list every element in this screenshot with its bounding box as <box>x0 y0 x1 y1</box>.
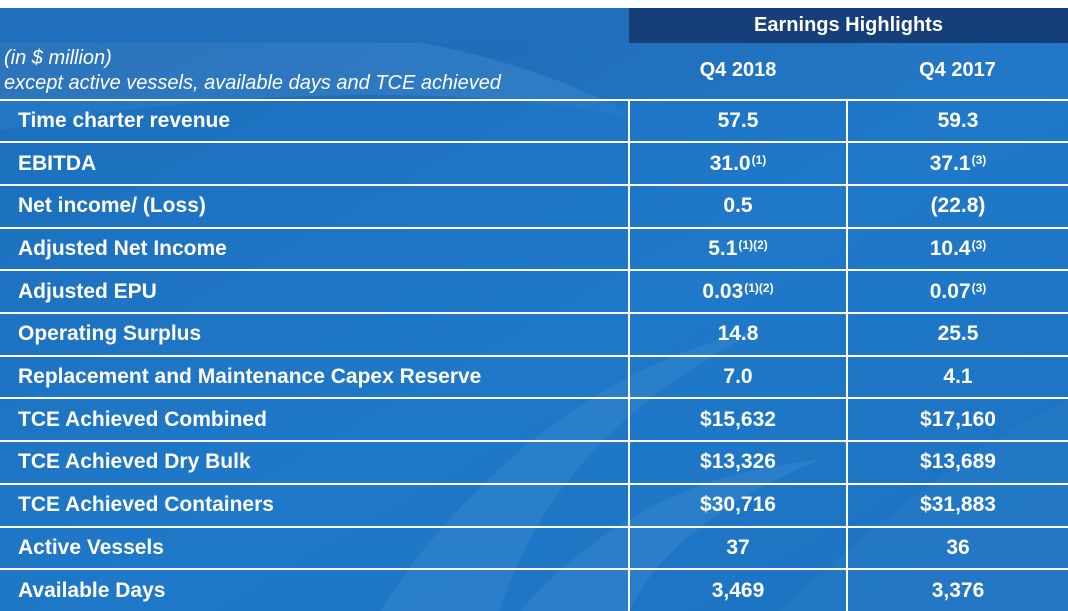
table-row: Adjusted Net Income 5.1(1)(2) 10.4(3) <box>0 226 1068 272</box>
value-q4-2017: $13,689 <box>920 450 996 474</box>
units-note-line-2: except active vessels, available days an… <box>4 71 501 94</box>
value-q4-2017-cell: 36 <box>846 525 1068 571</box>
value-q4-2018-cell: $13,326 <box>628 440 848 485</box>
value-q4-2017: 10.4 <box>929 237 971 261</box>
value-q4-2017-cell: 25.5 <box>846 312 1068 357</box>
value-q4-2018: 37 <box>726 535 750 559</box>
units-note: (in $ million) except active vessels, av… <box>0 42 629 101</box>
footnote-marker: (1)(2) <box>738 238 768 253</box>
value-q4-2018-cell: 31.0(1) <box>628 141 848 186</box>
footnote-marker: (3) <box>971 152 987 167</box>
footnote-marker: (3) <box>971 238 987 253</box>
value-q4-2018-cell: $30,716 <box>628 482 848 528</box>
value-q4-2018-cell: 3,469 <box>628 568 848 611</box>
column-header-q4-2017: Q4 2017 <box>847 42 1068 101</box>
footnote-marker: (1) <box>751 152 767 167</box>
value-q4-2017-cell: $13,689 <box>846 440 1068 485</box>
value-q4-2017: $17,160 <box>920 407 996 431</box>
metric-label: EBITDA <box>0 141 630 186</box>
top-white-strip <box>0 0 1068 9</box>
value-q4-2018: 31.0 <box>709 151 751 175</box>
metric-label: Time charter revenue <box>0 98 630 144</box>
table-row: Net income/ (Loss) 0.5 (22.8) <box>0 184 1068 229</box>
value-q4-2018: $13,326 <box>700 450 776 474</box>
units-note-line-1: (in $ million) <box>4 46 112 69</box>
value-q4-2017: 59.3 <box>937 108 979 132</box>
value-q4-2018: 0.5 <box>723 194 753 218</box>
value-q4-2018: 0.03 <box>702 279 744 303</box>
title-band-row: Earnings Highlights <box>0 8 1068 43</box>
column-header-row: (in $ million) except active vessels, av… <box>0 42 1068 101</box>
metric-label: Adjusted EPU <box>0 269 630 315</box>
value-q4-2018-cell: 7.0 <box>628 354 848 400</box>
value-q4-2018: 57.5 <box>717 108 759 132</box>
value-q4-2017-cell: 0.07(3) <box>846 269 1068 315</box>
metric-label: TCE Achieved Containers <box>0 482 630 528</box>
metric-label: Available Days <box>0 568 630 611</box>
value-q4-2018-cell: $15,632 <box>628 397 848 443</box>
table-row: Replacement and Maintenance Capex Reserv… <box>0 354 1068 400</box>
metric-label: TCE Achieved Dry Bulk <box>0 440 630 485</box>
value-q4-2017: 36 <box>946 535 970 559</box>
value-q4-2018-cell: 0.5 <box>628 184 848 229</box>
value-q4-2017: 25.5 <box>937 322 979 346</box>
column-header-q4-2018: Q4 2018 <box>629 42 847 101</box>
table-row: Time charter revenue 57.5 59.3 <box>0 98 1068 144</box>
table-row: TCE Achieved Combined $15,632 $17,160 <box>0 397 1068 443</box>
metric-label: Net income/ (Loss) <box>0 184 630 229</box>
value-q4-2017-cell: 4.1 <box>846 354 1068 400</box>
metric-label: Operating Surplus <box>0 312 630 357</box>
metric-label: Active Vessels <box>0 525 630 571</box>
value-q4-2017-cell: 59.3 <box>846 98 1068 144</box>
earnings-highlights-title: Earnings Highlights <box>629 8 1068 43</box>
metric-label: TCE Achieved Combined <box>0 397 630 443</box>
metric-label: Adjusted Net Income <box>0 226 630 272</box>
value-q4-2018-cell: 37 <box>628 525 848 571</box>
value-q4-2017-cell: $31,883 <box>846 482 1068 528</box>
table-row: TCE Achieved Dry Bulk $13,326 $13,689 <box>0 440 1068 485</box>
value-q4-2017-cell: 37.1(3) <box>846 141 1068 186</box>
value-q4-2018: $30,716 <box>700 493 776 517</box>
value-q4-2017-cell: (22.8) <box>846 184 1068 229</box>
value-q4-2017: 37.1 <box>929 151 971 175</box>
value-q4-2018: 14.8 <box>717 322 759 346</box>
table-row: Adjusted EPU 0.03(1)(2) 0.07(3) <box>0 269 1068 315</box>
value-q4-2018-cell: 57.5 <box>628 98 848 144</box>
title-band-spacer <box>0 8 629 43</box>
table-row: Available Days 3,469 3,376 <box>0 568 1068 611</box>
value-q4-2018: 7.0 <box>723 365 753 389</box>
table-row: Operating Surplus 14.8 25.5 <box>0 312 1068 357</box>
value-q4-2018: 5.1 <box>708 237 738 261</box>
table-row: EBITDA 31.0(1) 37.1(3) <box>0 141 1068 186</box>
value-q4-2017: 3,376 <box>931 578 985 602</box>
value-q4-2018: $15,632 <box>700 407 776 431</box>
value-q4-2018: 3,469 <box>711 578 765 602</box>
value-q4-2017: 0.07 <box>929 279 971 303</box>
table-row: TCE Achieved Containers $30,716 $31,883 <box>0 482 1068 528</box>
metric-rows: Time charter revenue 57.5 59.3 EBITDA 31.0(1… <box>0 98 1068 611</box>
value-q4-2017: 4.1 <box>943 365 973 389</box>
table-row: Active Vessels 37 36 <box>0 525 1068 571</box>
footnote-marker: (3) <box>971 280 987 295</box>
metric-label: Replacement and Maintenance Capex Reserv… <box>0 354 630 400</box>
value-q4-2018-cell: 0.03(1)(2) <box>628 269 848 315</box>
value-q4-2017: $31,883 <box>920 493 996 517</box>
value-q4-2018-cell: 5.1(1)(2) <box>628 226 848 272</box>
footnote-marker: (1)(2) <box>744 280 774 295</box>
value-q4-2017-cell: 3,376 <box>846 568 1068 611</box>
value-q4-2017-cell: $17,160 <box>846 397 1068 443</box>
value-q4-2017: (22.8) <box>930 194 986 218</box>
value-q4-2017-cell: 10.4(3) <box>846 226 1068 272</box>
value-q4-2018-cell: 14.8 <box>628 312 848 357</box>
